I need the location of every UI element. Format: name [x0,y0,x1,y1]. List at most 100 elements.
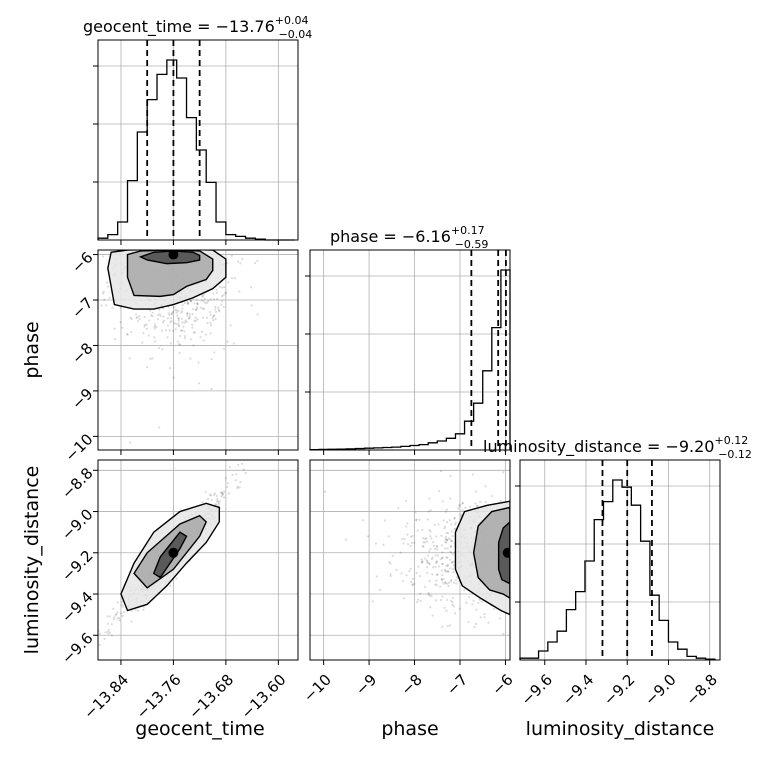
sample-point [432,544,436,548]
sample-point [212,319,215,322]
sample-point [421,560,424,563]
sample-point [170,317,173,320]
sample-point [103,298,106,302]
sample-point [442,577,445,581]
sample-point [199,336,202,339]
sample-point [201,307,204,310]
sample-point [429,606,432,609]
sample-point [130,620,133,623]
sample-point [177,322,180,325]
sample-point [344,538,348,541]
sample-point [445,538,448,541]
sample-point [461,501,465,504]
sample-point [212,297,216,301]
sample-point [220,295,224,298]
sample-point [135,316,138,319]
sample-point [463,588,466,591]
sample-point [149,309,152,312]
x-tick-label: −6 [488,671,516,699]
sample-point [457,507,460,510]
sample-point [217,306,220,309]
sample-point [422,541,425,544]
sample-point [443,527,446,530]
sample-point [452,605,455,608]
text-layer: geocent_time phase luminosity_distance p… [21,14,752,740]
sample-point [437,523,440,526]
histogram-phase [309,269,511,451]
sample-point [113,616,116,619]
y-tick-label: −9.4 [58,588,96,626]
sample-point [175,577,178,580]
sample-point [445,564,448,567]
sample-point [389,574,392,578]
sample-point [499,499,502,503]
background-layer [98,40,720,660]
sample-point [399,551,402,554]
sample-point [441,625,444,628]
sample-point [452,564,456,567]
sample-point [383,519,387,522]
sample-point [125,332,129,336]
sample-point [143,325,146,328]
sample-point [426,560,429,563]
sample-point [439,558,443,561]
sample-point [443,582,446,585]
sample-point [111,306,114,309]
sample-point [160,329,164,332]
sample-point [444,581,447,584]
sample-point [389,562,392,565]
sample-point [180,317,184,320]
y-tick-label: −9.6 [58,629,96,667]
sample-point [475,608,478,611]
sample-point [423,585,427,588]
sample-point [214,305,217,309]
sample-point [202,307,206,311]
sample-point [409,544,412,548]
sample-point [202,300,205,303]
sample-point [178,351,181,355]
sample-point [413,582,416,586]
sample-point [431,556,434,559]
sample-point [116,611,119,614]
sample-point [196,318,199,321]
sample-point [472,599,475,602]
sample-point [456,576,459,579]
sample-point [450,530,453,533]
sample-point [209,324,213,327]
sample-point [427,593,430,596]
sample-point [420,558,423,561]
sample-point [441,581,444,584]
sample-point [118,619,121,622]
sample-point [433,523,436,526]
sample-point [232,342,235,345]
sample-point [121,600,124,604]
sample-point [468,505,472,508]
sample-point [168,313,171,317]
y-tick-label: −7 [68,294,96,322]
sample-point [177,343,181,346]
sample-point [440,534,443,537]
sample-point [199,306,203,309]
sample-point [210,387,213,391]
sample-point [205,301,209,304]
sample-point [215,288,218,292]
sample-point [215,291,219,294]
sample-point [191,323,194,326]
sample-point [424,541,427,544]
sample-point [446,570,449,573]
sample-point [106,615,109,618]
sample-point [448,519,451,522]
sample-point [227,281,230,284]
panel-geocent_time|luminosity_distance [98,456,270,647]
sample-point [445,541,448,544]
sample-point [389,573,392,576]
sample-point [444,525,447,528]
sample-point [437,565,441,568]
x-tick-label: −8.8 [683,671,721,709]
sample-point [223,286,226,289]
sample-point [268,456,270,458]
axes-frame [97,459,299,661]
sample-point [436,548,439,551]
sample-point [209,494,213,497]
sample-point [224,291,228,294]
